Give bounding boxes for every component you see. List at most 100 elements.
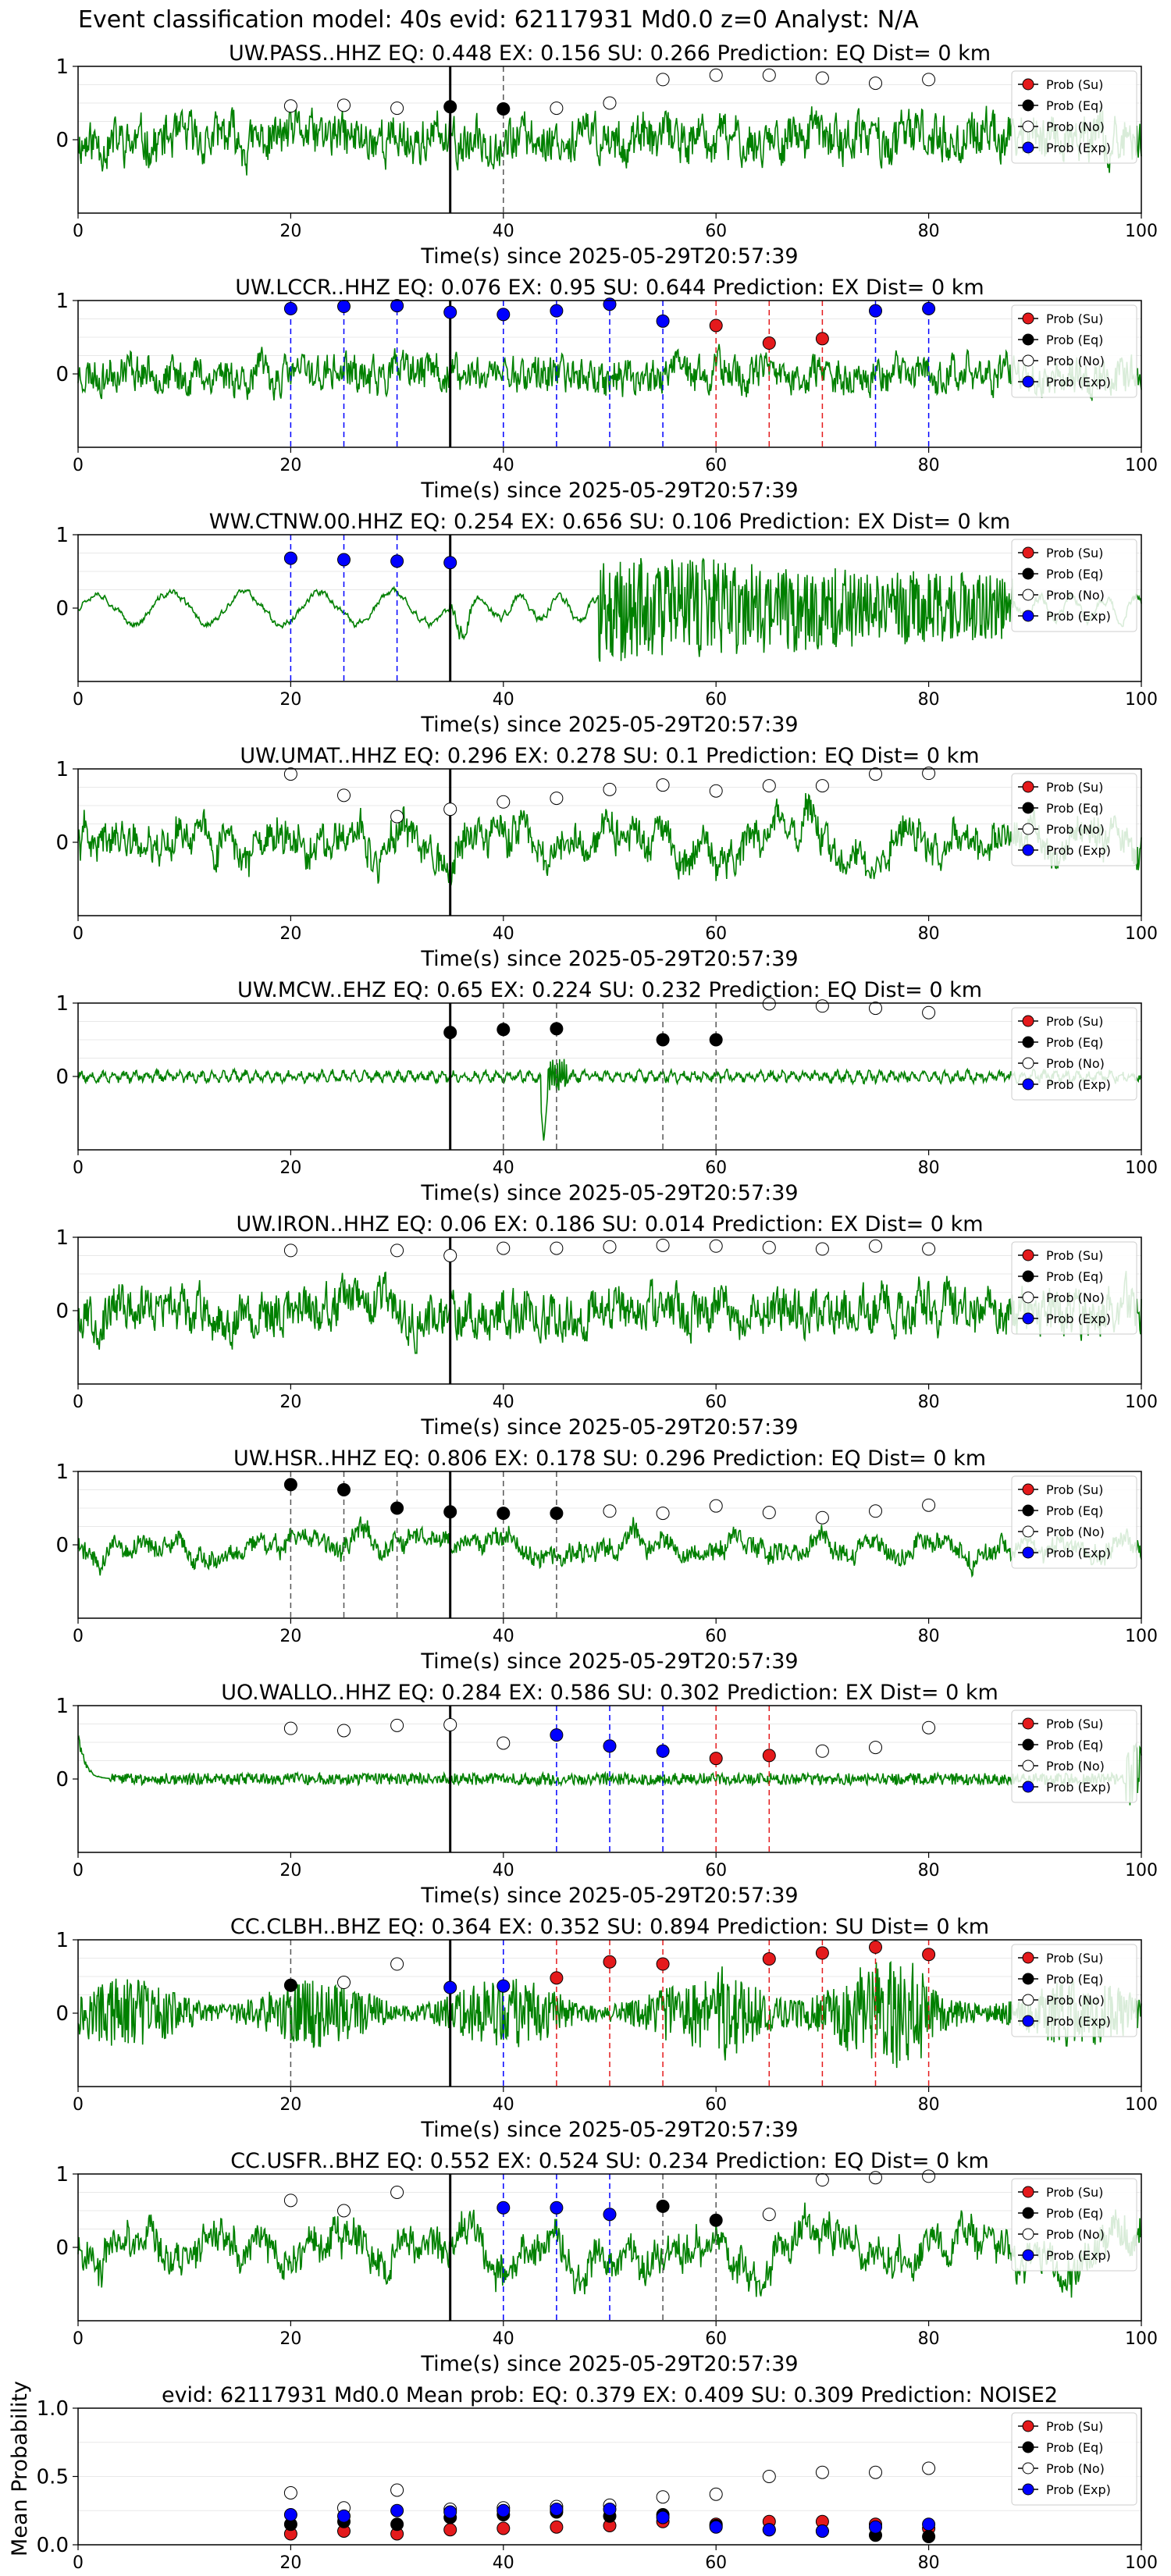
x-tick-label: 100 — [1125, 2553, 1158, 2573]
prob-point-exp — [603, 297, 617, 311]
prob-point-no — [815, 1510, 829, 1525]
prob-point-no — [656, 1507, 670, 1521]
legend-marker-su — [1022, 1483, 1034, 1496]
legend-label-exp: Prob (Exp) — [1046, 1546, 1111, 1560]
x-tick-label: 60 — [705, 1393, 727, 1412]
x-tick-label: 100 — [1125, 2329, 1158, 2349]
prob-point-no — [815, 71, 829, 85]
prob-point-exp — [443, 1980, 457, 1994]
mean-prob-point-eq — [390, 2517, 404, 2532]
legend-marker-eq — [1022, 1738, 1034, 1751]
prob-point-eq — [550, 1507, 564, 1521]
legend-label-no: Prob (No) — [1046, 588, 1105, 603]
prob-point-no — [550, 101, 564, 116]
mean-prob-point-eq — [922, 2530, 936, 2543]
prob-point-no — [283, 2194, 297, 2208]
legend-label-no: Prob (No) — [1046, 1759, 1105, 1774]
prob-point-no — [922, 1498, 936, 1512]
x-tick-label: 20 — [279, 1393, 301, 1412]
prob-point-exp — [337, 553, 351, 567]
waveform-trace — [77, 343, 1142, 401]
y-tick-label: 1 — [55, 1695, 69, 1718]
x-tick-label: 80 — [918, 1861, 940, 1880]
mean-prob-point-exp — [337, 2509, 351, 2523]
legend-marker-no — [1022, 1759, 1034, 1772]
prob-point-eq — [283, 1478, 297, 1492]
x-tick-label: 40 — [493, 1393, 514, 1412]
x-axis-label: Time(s) since 2025-05-29T20:57:39 — [420, 2352, 798, 2376]
x-tick-label: 80 — [918, 456, 940, 475]
x-tick-label: 20 — [279, 2329, 301, 2349]
mean-prob-point-no — [390, 2483, 404, 2497]
x-tick-label: 40 — [493, 2553, 514, 2573]
x-tick-label: 40 — [493, 456, 514, 475]
legend-label-exp: Prob (Exp) — [1046, 1780, 1111, 1795]
legend-marker-exp — [1022, 844, 1034, 856]
prob-point-no — [762, 1240, 776, 1254]
prob-point-eq — [443, 1026, 457, 1040]
prob-point-no — [337, 2204, 351, 2218]
prob-point-eq — [709, 2213, 723, 2227]
prob-point-exp — [443, 556, 457, 570]
legend-marker-exp — [1022, 2015, 1034, 2027]
x-tick-label: 80 — [918, 1158, 940, 1178]
legend-marker-exp — [1022, 1078, 1034, 1091]
mean-panel-title: evid: 62117931 Md0.0 Mean prob: EQ: 0.37… — [162, 2383, 1058, 2407]
legend-marker-exp — [1022, 2249, 1034, 2261]
prob-point-no — [443, 802, 457, 817]
x-tick-label: 40 — [493, 222, 514, 241]
x-tick-label: 100 — [1125, 1627, 1158, 1646]
prob-point-exp — [603, 1739, 617, 1753]
y-tick-label: 0 — [55, 2002, 69, 2026]
prob-point-eq — [550, 1022, 564, 1036]
x-tick-label: 100 — [1125, 222, 1158, 241]
prob-point-no — [283, 767, 297, 781]
legend-marker-su — [1022, 2420, 1034, 2432]
prob-point-no — [390, 809, 404, 824]
legend-label-eq: Prob (Eq) — [1046, 567, 1103, 582]
mean-prob-point-exp — [497, 2503, 511, 2517]
legend-box — [1011, 2178, 1137, 2272]
x-tick-label: 100 — [1125, 1158, 1158, 1178]
prob-point-exp — [656, 1744, 670, 1758]
legend-marker-exp — [1022, 610, 1034, 622]
prob-point-no — [815, 999, 829, 1013]
legend-marker-no — [1022, 120, 1034, 133]
legend-marker-eq — [1022, 333, 1034, 346]
legend-marker-no — [1022, 1057, 1034, 1069]
prob-point-su — [603, 1955, 617, 1969]
y-tick-label: 0 — [55, 597, 69, 621]
prob-point-no — [815, 1242, 829, 1256]
legend-label-no: Prob (No) — [1046, 2227, 1105, 2242]
x-tick-label: 20 — [279, 690, 301, 710]
prob-point-no — [656, 73, 670, 87]
legend-label-eq: Prob (Eq) — [1046, 2440, 1103, 2455]
x-tick-label: 40 — [493, 1861, 514, 1880]
legend-label-su: Prob (Su) — [1046, 1717, 1103, 1731]
x-tick-label: 80 — [918, 2329, 940, 2349]
mean-prob-point-su — [497, 2521, 511, 2535]
mean-prob-point-exp — [390, 2503, 404, 2517]
x-tick-label: 20 — [279, 1158, 301, 1178]
x-tick-label: 20 — [279, 222, 301, 241]
panel-title: UW.PASS..HHZ EQ: 0.448 EX: 0.156 SU: 0.2… — [229, 41, 991, 66]
prob-point-exp — [497, 308, 511, 322]
prob-point-exp — [497, 1979, 511, 1993]
x-tick-label: 80 — [918, 1627, 940, 1646]
prob-point-no — [762, 997, 776, 1011]
legend-label-no: Prob (No) — [1046, 354, 1105, 368]
x-tick-label: 0 — [73, 2329, 84, 2349]
legend-marker-exp — [1022, 141, 1034, 154]
legend-label-su: Prob (Su) — [1046, 1014, 1103, 1029]
legend-label-no: Prob (No) — [1046, 2461, 1105, 2476]
legend-marker-no — [1022, 2228, 1034, 2240]
legend-label-su: Prob (Su) — [1046, 311, 1103, 326]
legend-label-su: Prob (Su) — [1046, 780, 1103, 795]
legend-label-su: Prob (Su) — [1046, 2419, 1103, 2434]
legend-marker-eq — [1022, 568, 1034, 580]
prob-point-exp — [550, 1728, 564, 1742]
x-tick-label: 60 — [705, 690, 727, 710]
y-tick-label: 0 — [55, 363, 69, 386]
prob-point-no — [443, 1249, 457, 1262]
prob-point-su — [762, 1952, 776, 1966]
